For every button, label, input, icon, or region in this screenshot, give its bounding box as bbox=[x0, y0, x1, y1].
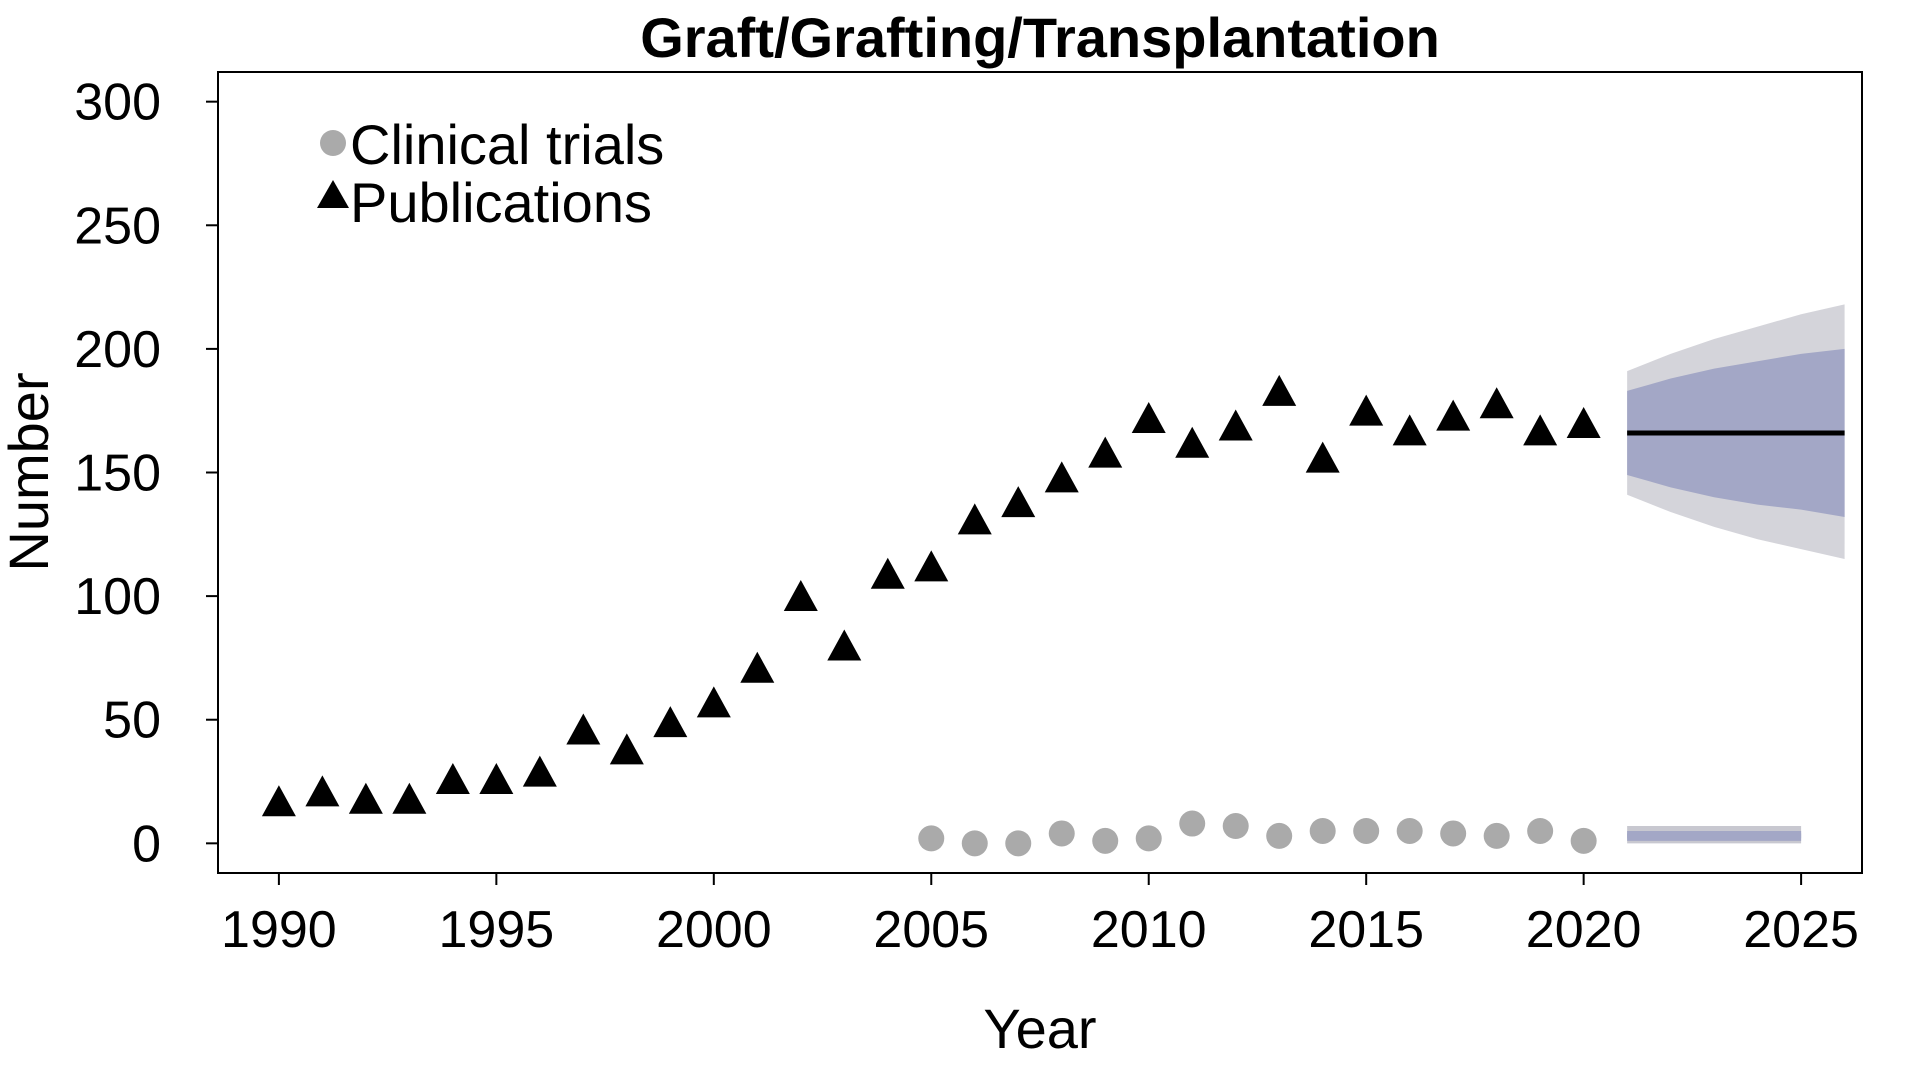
y-tick-label: 100 bbox=[74, 568, 161, 626]
y-tick-label: 150 bbox=[74, 445, 161, 503]
x-tick-label: 2005 bbox=[873, 901, 989, 959]
point-clinical-trials bbox=[1092, 827, 1119, 854]
point-publications bbox=[957, 503, 992, 535]
x-tick-label: 2015 bbox=[1308, 901, 1424, 959]
point-publications bbox=[348, 782, 383, 814]
y-tick-label: 50 bbox=[103, 692, 161, 750]
data-points bbox=[261, 374, 1601, 857]
x-axis-label: Year bbox=[983, 997, 1096, 1060]
point-clinical-trials bbox=[1222, 813, 1249, 840]
point-clinical-trials bbox=[1353, 817, 1380, 844]
point-clinical-trials bbox=[1483, 822, 1510, 849]
x-tick-label: 2010 bbox=[1091, 901, 1207, 959]
legend-marker-clinical-trials bbox=[320, 130, 346, 156]
point-publications bbox=[1305, 441, 1340, 473]
point-clinical-trials bbox=[1440, 820, 1467, 847]
legend-label-publications: Publications bbox=[350, 171, 652, 234]
forecast-bands bbox=[1627, 304, 1845, 844]
point-clinical-trials bbox=[1048, 820, 1075, 847]
point-clinical-trials bbox=[1570, 827, 1597, 854]
point-publications bbox=[1262, 374, 1297, 406]
point-publications bbox=[305, 775, 340, 807]
point-publications bbox=[1218, 409, 1253, 441]
point-publications bbox=[696, 686, 731, 718]
legend-label-clinical-trials: Clinical trials bbox=[350, 113, 664, 176]
point-publications bbox=[1131, 402, 1166, 434]
point-publications bbox=[609, 733, 644, 765]
point-publications bbox=[827, 629, 862, 661]
point-publications bbox=[522, 755, 557, 787]
legend: Clinical trials Publications bbox=[317, 113, 664, 234]
point-publications bbox=[783, 580, 818, 612]
x-tick-label: 1990 bbox=[221, 901, 337, 959]
x-tick-label: 2020 bbox=[1526, 901, 1642, 959]
point-clinical-trials bbox=[1179, 810, 1206, 837]
x-tick-label: 2025 bbox=[1743, 901, 1859, 959]
point-clinical-trials bbox=[918, 825, 945, 852]
y-tick-label: 300 bbox=[74, 74, 161, 132]
point-publications bbox=[479, 763, 514, 794]
point-publications bbox=[1044, 461, 1079, 493]
point-publications bbox=[914, 550, 949, 582]
point-publications bbox=[870, 557, 905, 589]
x-tick-label: 2000 bbox=[656, 901, 772, 959]
y-axis: 0 50 100 150 200 250 300 bbox=[74, 74, 218, 873]
point-publications bbox=[261, 785, 296, 817]
point-publications bbox=[653, 706, 688, 738]
x-axis: 1990 1995 2000 2005 2010 2015 2020 2025 bbox=[221, 873, 1859, 959]
y-tick-label: 250 bbox=[74, 197, 161, 255]
point-publications bbox=[1436, 399, 1471, 431]
point-publications bbox=[1175, 426, 1210, 458]
point-clinical-trials bbox=[1309, 817, 1336, 844]
y-tick-label: 0 bbox=[132, 815, 161, 873]
point-clinical-trials bbox=[1005, 830, 1032, 857]
y-tick-label: 200 bbox=[74, 321, 161, 379]
point-publications bbox=[1479, 387, 1514, 419]
point-publications bbox=[435, 763, 470, 794]
legend-marker-publications bbox=[317, 180, 349, 208]
point-clinical-trials bbox=[961, 830, 988, 857]
point-publications bbox=[1001, 486, 1036, 518]
x-tick-label: 1995 bbox=[439, 901, 555, 959]
point-clinical-trials bbox=[1527, 817, 1554, 844]
forecast-lines bbox=[1627, 430, 1845, 839]
point-publications bbox=[392, 782, 427, 814]
point-publications bbox=[566, 713, 601, 745]
point-clinical-trials bbox=[1396, 817, 1423, 844]
point-publications bbox=[1088, 436, 1123, 468]
point-clinical-trials bbox=[1266, 822, 1293, 849]
chart-title: Graft/Grafting/Transplantation bbox=[640, 6, 1440, 69]
point-publications bbox=[1392, 414, 1427, 446]
y-axis-label: Number bbox=[0, 372, 60, 571]
point-publications bbox=[740, 651, 775, 683]
point-publications bbox=[1523, 414, 1558, 446]
point-publications bbox=[1349, 394, 1384, 426]
point-publications bbox=[1566, 407, 1601, 438]
point-clinical-trials bbox=[1135, 825, 1162, 852]
